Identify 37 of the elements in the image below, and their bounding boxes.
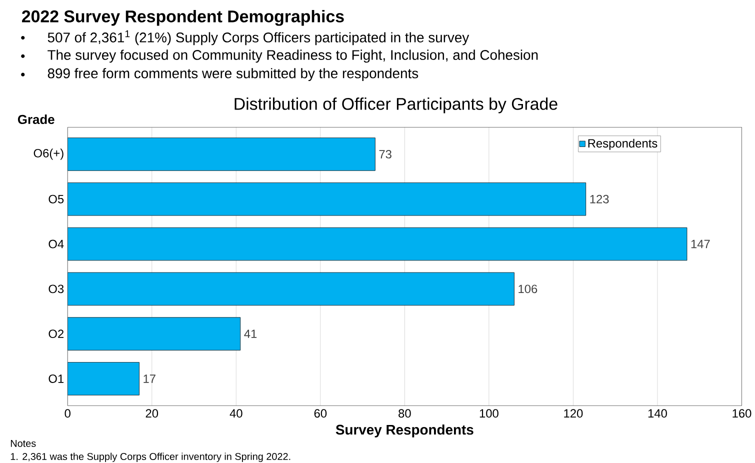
data-label: 106 (518, 284, 538, 293)
data-label: 123 (590, 194, 609, 204)
x-tick-label: 160 (732, 409, 752, 418)
bar (68, 362, 140, 396)
x-tick-label: 100 (480, 409, 498, 418)
bar (68, 227, 688, 260)
y-tick-label: O5 (48, 194, 64, 204)
y-tick-label: O6(+) (34, 148, 64, 160)
text: 899 free form comments were submitted by the respondents (48, 68, 418, 81)
y-tick-label: O1 (48, 374, 64, 383)
y-tick-label: O2 (48, 329, 64, 338)
data-label: 17 (144, 374, 156, 383)
x-tick-label: 120 (564, 409, 583, 418)
text: 507 of 2,361$^{1}$ (21%) Supply Corps Officers participated in the survey (48, 30, 470, 46)
bar (68, 137, 376, 171)
chart-subtitle: Distribution of Officer Participants by Grade (234, 97, 558, 114)
legend-label: Respondents (588, 138, 658, 150)
x-tick-label: 140 (648, 409, 667, 418)
chart-title: 2022 Survey Respondent Demographics (22, 10, 344, 26)
x-axis-title: Survey Respondents (336, 424, 474, 438)
bar (68, 272, 514, 306)
bar (68, 182, 586, 216)
x-tick-label: 60 (314, 409, 327, 418)
data-label: 73 (379, 150, 392, 158)
x-tick-label: 0 (64, 409, 70, 418)
data-label: 147 (691, 240, 710, 248)
data-label: 41 (244, 330, 257, 338)
x-tick-label: 80 (398, 409, 411, 418)
x-tick-label: 40 (230, 409, 242, 418)
text: 1. 2,361 was the Supply Corps Officer inventory in Spring 2022. (10, 452, 290, 462)
x-tick-label: 20 (146, 409, 158, 418)
bar (68, 317, 241, 350)
text: Notes (10, 440, 36, 447)
y-tick-label: O3 (48, 284, 64, 293)
y-tick-label: O4 (48, 240, 64, 248)
y-axis-title: Grade (18, 114, 54, 124)
text: The survey focused on Community Readiness to Fight, Inclusion, and Cohesion (48, 50, 538, 62)
